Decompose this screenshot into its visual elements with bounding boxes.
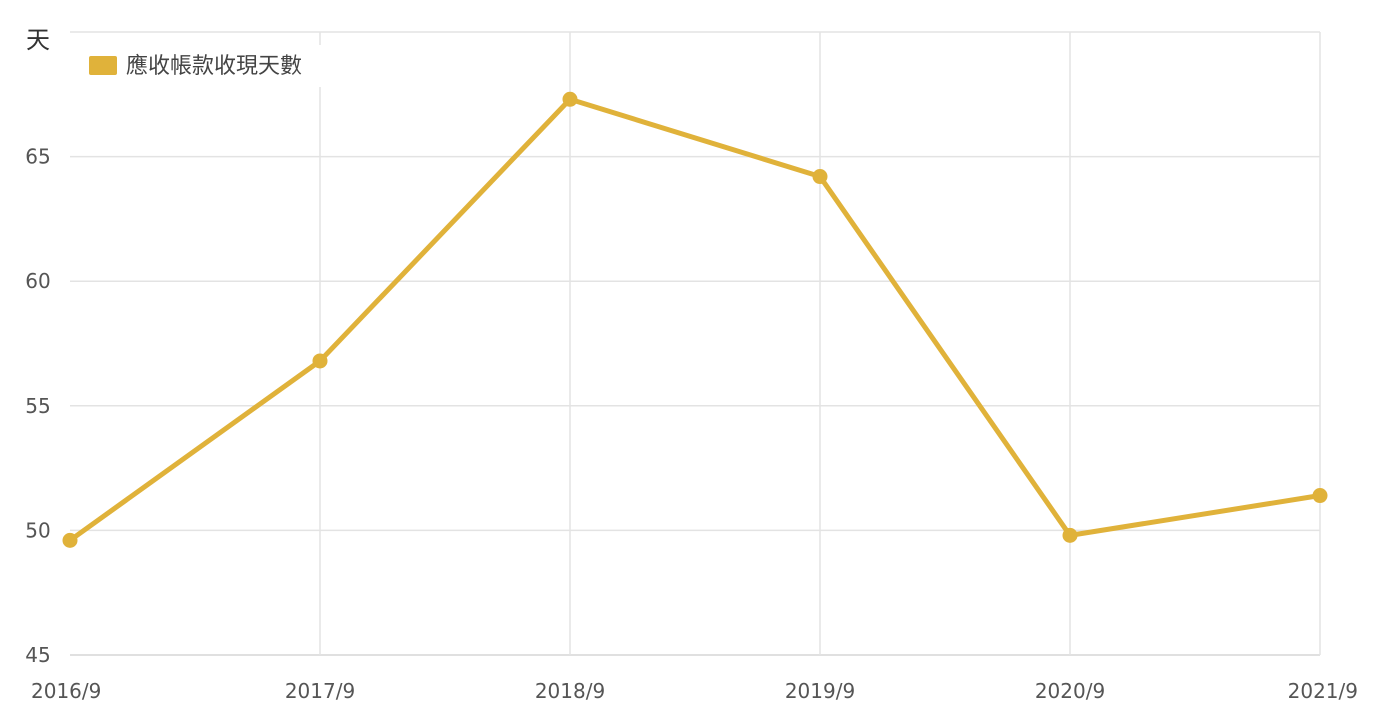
y-tick-label: 50 (25, 518, 50, 542)
y-tick-label: 55 (25, 394, 50, 418)
legend-swatch (89, 56, 117, 75)
x-tick-label: 2016/9 (31, 679, 101, 703)
data-point[interactable] (312, 353, 328, 369)
y-axis-unit-label: 天 (26, 26, 50, 54)
y-axis-tick-labels: 45 50 55 60 65 (25, 145, 50, 667)
legend-background (82, 45, 322, 87)
x-tick-label: 2020/9 (1035, 679, 1105, 703)
data-point[interactable] (1312, 488, 1328, 504)
data-point[interactable] (562, 91, 578, 107)
series-group (62, 91, 1328, 548)
y-tick-label: 45 (25, 643, 50, 667)
legend: 應收帳款收現天數 (82, 45, 322, 87)
data-point[interactable] (812, 169, 828, 185)
series-line (67, 96, 1323, 543)
gridlines (70, 31, 1321, 656)
y-tick-label: 65 (25, 145, 50, 169)
data-point[interactable] (1062, 527, 1078, 543)
x-tick-label: 2017/9 (285, 679, 355, 703)
x-axis-tick-labels: 2016/9 2017/9 2018/9 2019/9 2020/9 2021/9 (31, 679, 1358, 703)
x-tick-label: 2019/9 (785, 679, 855, 703)
data-point[interactable] (62, 532, 78, 548)
legend-label: 應收帳款收現天數 (126, 53, 302, 79)
y-tick-label: 60 (25, 269, 50, 293)
x-tick-label: 2018/9 (535, 679, 605, 703)
x-tick-label: 2021/9 (1288, 679, 1358, 703)
